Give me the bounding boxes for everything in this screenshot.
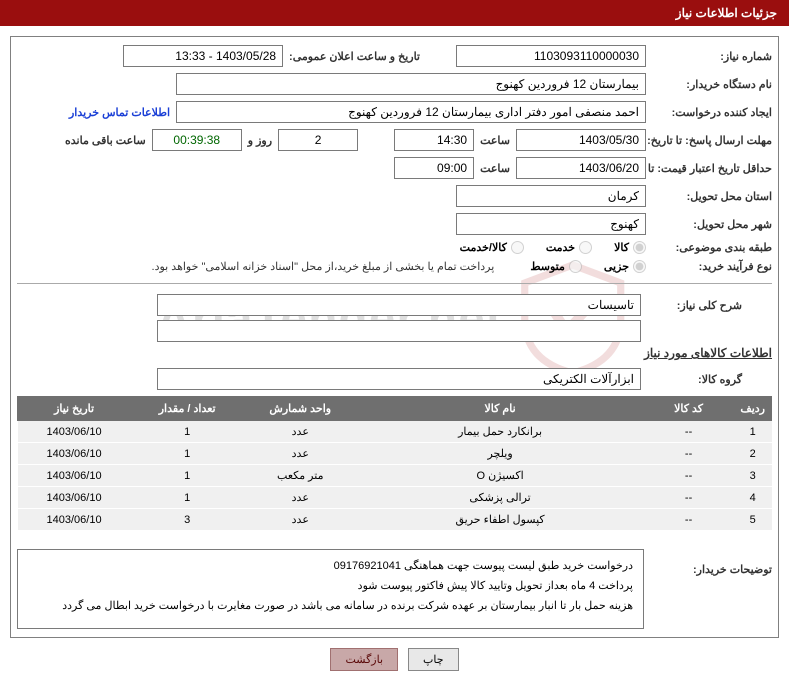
label-province: استان محل تحویل:: [652, 190, 772, 203]
field-buyer-org: بیمارستان 12 فروردین کهنوج: [176, 73, 646, 95]
table-row: 3--اکسیژن Oمتر مکعب11403/06/10: [18, 465, 772, 487]
label-city: شهر محل تحویل:: [652, 218, 772, 231]
subject-option[interactable]: کالا: [614, 241, 646, 254]
table-header: نام کالا: [357, 397, 644, 421]
table-cell: عدد: [244, 421, 357, 443]
table-cell: 3: [131, 509, 244, 531]
table-cell: --: [643, 443, 733, 465]
table-cell: برانکارد حمل بیمار: [357, 421, 644, 443]
table-row: 2--ویلچرعدد11403/06/10: [18, 443, 772, 465]
back-button[interactable]: بازگشت: [330, 648, 398, 671]
label-goods-group: گروه کالا:: [647, 373, 742, 386]
table-cell: 1: [131, 487, 244, 509]
table-cell: --: [643, 487, 733, 509]
field-resp-date: 1403/05/30: [516, 129, 646, 151]
table-header: تاریخ نیاز: [18, 397, 131, 421]
subject-option[interactable]: خدمت: [546, 241, 592, 254]
table-header: کد کالا: [643, 397, 733, 421]
table-cell: 1403/06/10: [18, 465, 131, 487]
table-cell: 4: [734, 487, 772, 509]
field-countdown: 00:39:38: [152, 129, 242, 151]
label-hour2: ساعت: [480, 162, 510, 175]
table-cell: عدد: [244, 509, 357, 531]
field-goods-group: ابزارآلات الکتریکی: [157, 368, 641, 390]
table-row: 1--برانکارد حمل بیمارعدد11403/06/10: [18, 421, 772, 443]
note-line: هزینه حمل بار تا انبار بیمارستان بر عهده…: [28, 596, 633, 616]
subject-option[interactable]: کالا/خدمت: [460, 241, 524, 254]
table-cell: 1403/06/10: [18, 509, 131, 531]
label-subject-class: طبقه بندی موضوعی:: [652, 241, 772, 254]
goods-section-title: اطلاعات کالاهای مورد نیاز: [17, 346, 772, 360]
table-cell: 3: [734, 465, 772, 487]
label-purchase-type: نوع فرآیند خرید:: [652, 260, 772, 273]
radio-process-group: جزیی متوسط: [530, 260, 646, 273]
field-price-time: 09:00: [394, 157, 474, 179]
table-cell: ویلچر: [357, 443, 644, 465]
field-days-left: 2: [278, 129, 358, 151]
table-cell: کپسول اطفاء حریق: [357, 509, 644, 531]
label-day-and: روز و: [248, 134, 272, 147]
note-line: درخواست خرید طبق لیست پیوست جهت هماهنگی …: [28, 556, 633, 576]
table-cell: 1: [131, 465, 244, 487]
process-option[interactable]: جزیی: [604, 260, 646, 273]
table-cell: ترالی پزشکی: [357, 487, 644, 509]
table-cell: 5: [734, 509, 772, 531]
table-cell: 1403/06/10: [18, 421, 131, 443]
table-cell: --: [643, 465, 733, 487]
table-cell: 2: [734, 443, 772, 465]
note-line: پرداخت 4 ماه بعداز تحویل وتایید کالا پیش…: [28, 576, 633, 596]
field-province: کرمان: [456, 185, 646, 207]
field-city: کهنوج: [456, 213, 646, 235]
label-remaining: ساعت باقی مانده: [65, 134, 146, 147]
field-announce-dt: 1403/05/28 - 13:33: [123, 45, 283, 67]
print-button[interactable]: چاپ: [408, 648, 459, 671]
table-cell: 1: [131, 443, 244, 465]
table-row: 5--کپسول اطفاء حریقعدد31403/06/10: [18, 509, 772, 531]
label-price-validity: حداقل تاریخ اعتبار قیمت: تا تاریخ:: [652, 162, 772, 175]
label-need-no: شماره نیاز:: [652, 50, 772, 63]
field-overview: تاسیسات: [157, 294, 641, 316]
table-cell: عدد: [244, 487, 357, 509]
payment-note: پرداخت تمام یا بخشی از مبلغ خرید،از محل …: [152, 260, 495, 273]
table-cell: 1: [131, 421, 244, 443]
goods-table: ردیفکد کالانام کالاواحد شمارشتعداد / مقد…: [17, 396, 772, 531]
label-response-deadline: مهلت ارسال پاسخ: تا تاریخ:: [652, 134, 772, 147]
table-header: تعداد / مقدار: [131, 397, 244, 421]
label-overview: شرح کلی نیاز:: [647, 299, 742, 312]
label-requester: ایجاد کننده درخواست:: [652, 106, 772, 119]
label-buyer-notes: توضیحات خریدار:: [652, 539, 772, 576]
field-need-no: 1103093110000030: [456, 45, 646, 67]
field-overview-2: [157, 320, 641, 342]
table-header: ردیف: [734, 397, 772, 421]
field-price-date: 1403/06/20: [516, 157, 646, 179]
buyer-notes-box: درخواست خرید طبق لیست پیوست جهت هماهنگی …: [17, 549, 644, 629]
table-row: 4--ترالی پزشکیعدد11403/06/10: [18, 487, 772, 509]
table-header: واحد شمارش: [244, 397, 357, 421]
field-resp-time: 14:30: [394, 129, 474, 151]
label-hour1: ساعت: [480, 134, 510, 147]
process-option[interactable]: متوسط: [530, 260, 582, 273]
table-cell: عدد: [244, 443, 357, 465]
field-requester: احمد منصفی امور دفتر اداری بیمارستان 12 …: [176, 101, 646, 123]
table-cell: --: [643, 421, 733, 443]
label-buyer-org: نام دستگاه خریدار:: [652, 78, 772, 91]
radio-subject-group: کالا خدمت کالا/خدمت: [460, 241, 646, 254]
table-cell: 1: [734, 421, 772, 443]
table-cell: --: [643, 509, 733, 531]
label-announce-dt: تاریخ و ساعت اعلان عمومی:: [289, 50, 420, 63]
form-container: شماره نیاز: 1103093110000030 تاریخ و ساع…: [10, 36, 779, 638]
page-header: جزئیات اطلاعات نیاز: [0, 0, 789, 26]
table-cell: اکسیژن O: [357, 465, 644, 487]
page-title: جزئیات اطلاعات نیاز: [676, 6, 777, 20]
table-cell: 1403/06/10: [18, 443, 131, 465]
table-cell: متر مکعب: [244, 465, 357, 487]
table-cell: 1403/06/10: [18, 487, 131, 509]
buyer-contact-link[interactable]: اطلاعات تماس خریدار: [69, 106, 170, 119]
